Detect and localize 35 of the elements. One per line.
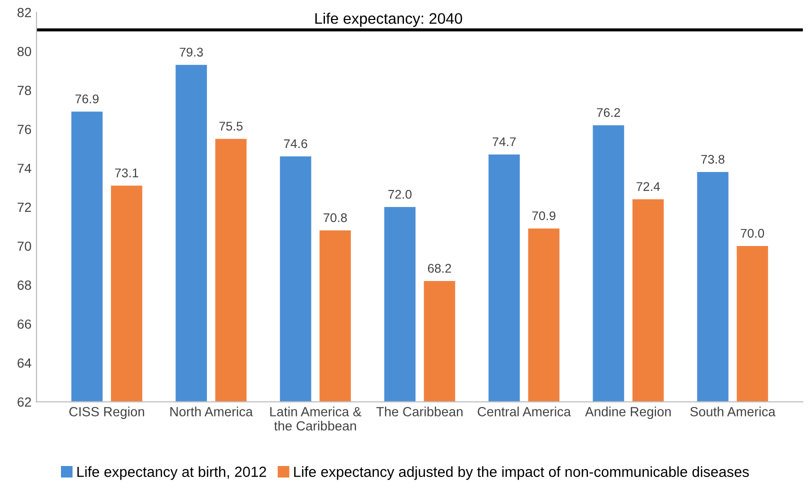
text: 76.2 xyxy=(596,108,620,117)
text: 75.5 xyxy=(219,122,243,131)
text: 79.3 xyxy=(180,48,203,57)
x-tick-label: Central America xyxy=(478,406,571,416)
y-tick-label: 62 xyxy=(18,397,31,407)
x-tick-label: North America xyxy=(170,406,253,416)
y-tick-label: 80 xyxy=(18,46,32,56)
y-tick-label: 70 xyxy=(18,242,32,251)
y-tick-label: 66 xyxy=(18,319,32,329)
x-tick-label: The Caribbean xyxy=(376,406,462,416)
y-tick-label: 72 xyxy=(18,202,31,212)
text: 72.4 xyxy=(636,182,660,191)
text: 70.0 xyxy=(740,228,764,238)
text: 73.1 xyxy=(115,168,138,178)
x-tick-label: CISS Region xyxy=(69,406,144,419)
y-tick-label: 82 xyxy=(18,8,31,18)
y-tick-label: 78 xyxy=(18,86,32,96)
y-tick-label: 68 xyxy=(18,280,32,290)
annotation: Life expectancy: 2040 xyxy=(315,12,462,27)
text: 74.6 xyxy=(284,139,308,148)
text: 74.7 xyxy=(492,137,516,146)
x-tick-label: Latin America & the Caribbean xyxy=(270,406,362,431)
legend-label: Life expectancy at birth, 2012 xyxy=(77,466,266,480)
x-tick-label: Andine Region xyxy=(585,406,671,419)
x-tick-label: South America xyxy=(690,406,776,416)
text: 70.8 xyxy=(324,213,347,222)
text: 76.9 xyxy=(75,94,99,104)
legend-label: Life expectancy adjusted by the impact of non-communicable diseases xyxy=(294,466,749,480)
text: 72.0 xyxy=(388,190,412,199)
y-tick-label: 74 xyxy=(18,164,32,173)
text: 70.9 xyxy=(532,211,556,220)
y-tick-label: 76 xyxy=(18,124,32,134)
text: 73.8 xyxy=(701,154,724,164)
y-tick-label: 64 xyxy=(18,358,32,368)
text: 68.2 xyxy=(428,264,452,273)
